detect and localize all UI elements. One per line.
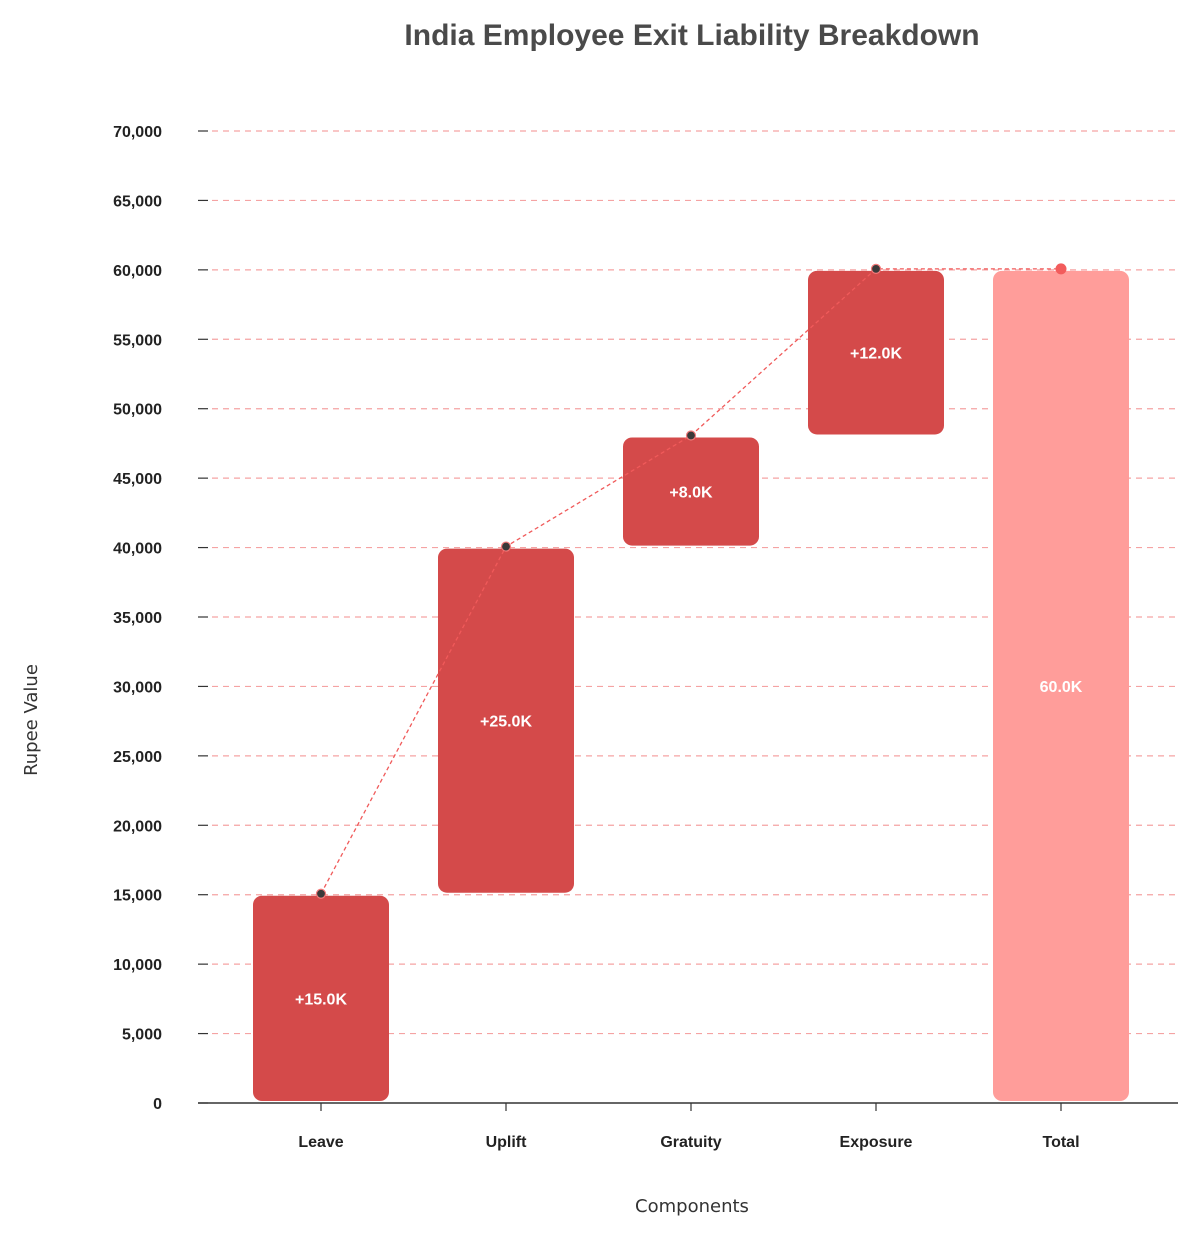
bar-leave [253, 895, 389, 1101]
y-tick-label: 35,000 [113, 610, 162, 627]
y-tick-label: 0 [153, 1096, 162, 1113]
bar-exposure [808, 270, 944, 435]
y-tick-label: 25,000 [113, 749, 162, 766]
x-tick-label: Exposure [840, 1134, 913, 1151]
cumulative-marker [685, 430, 697, 441]
x-tick-label: Total [1042, 1134, 1079, 1151]
cumulative-marker [500, 541, 512, 552]
cumulative-marker [870, 263, 882, 274]
y-tick-label: 5,000 [122, 1027, 162, 1044]
x-tick-label: Leave [298, 1134, 343, 1151]
y-axis-title: Rupee Value [21, 664, 42, 776]
bar-layer [253, 270, 1129, 1101]
bar-value-label: +25.0K [480, 714, 532, 731]
cumulative-connector-line [320, 268, 1061, 895]
x-tick-label: Gratuity [660, 1134, 721, 1151]
bar-value-label: +12.0K [850, 346, 902, 363]
y-tick-label: 50,000 [113, 402, 162, 419]
bar-total [993, 270, 1129, 1101]
y-tick-label: 60,000 [113, 263, 162, 280]
x-axis-title: Components [635, 1196, 749, 1217]
label-layer: +15.0K +25.0K +8.0K +12.0K 60.0K [295, 346, 1083, 1009]
bar-uplift [438, 548, 574, 893]
bar-value-label: +15.0K [295, 991, 347, 1008]
cumulative-marker [315, 888, 327, 899]
chart-title: India Employee Exit Liability Breakdown [404, 19, 979, 52]
axis-layer: 0 5,000 10,000 15,000 20,000 25,000 30,000 35,0… [113, 124, 1178, 1151]
bar-value-label: 60.0K [1040, 679, 1083, 696]
x-tick-label: Uplift [486, 1134, 528, 1151]
total-marker [1055, 263, 1067, 275]
y-tick-label: 70,000 [113, 124, 162, 141]
bar-value-label: +8.0K [669, 485, 713, 502]
bar-gratuity [623, 437, 759, 546]
connector-layer [315, 263, 1067, 899]
y-tick-label: 30,000 [113, 679, 162, 696]
y-tick-label: 55,000 [113, 332, 162, 349]
y-tick-label: 40,000 [113, 541, 162, 558]
y-tick-label: 65,000 [113, 193, 162, 210]
y-tick-label: 15,000 [113, 888, 162, 905]
y-tick-label: 45,000 [113, 471, 162, 488]
y-tick-label: 20,000 [113, 818, 162, 835]
y-tick-label: 10,000 [113, 957, 162, 974]
